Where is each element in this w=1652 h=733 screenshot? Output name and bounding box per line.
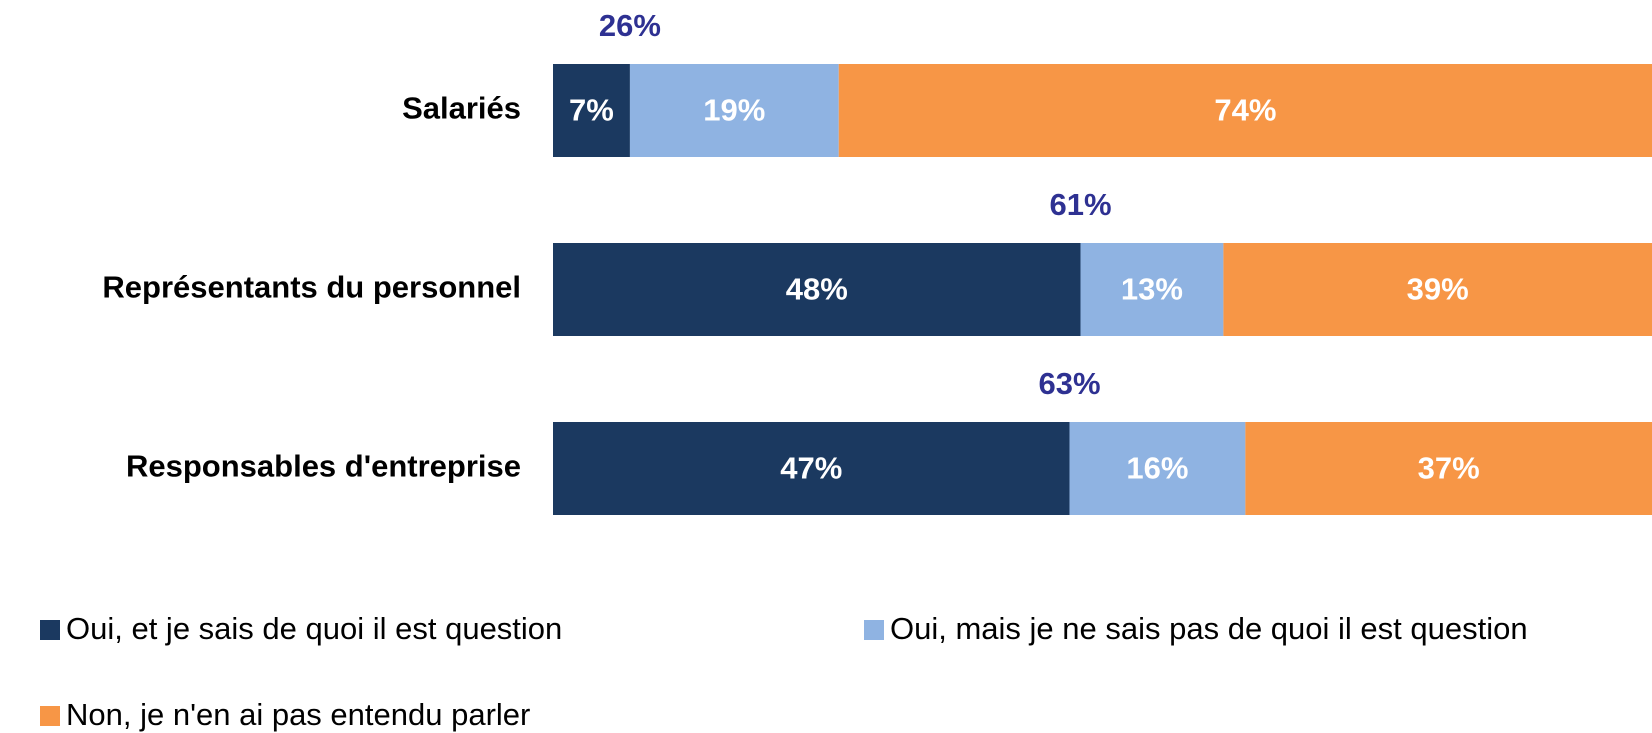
value-label: 19% — [703, 93, 765, 128]
value-label: 39% — [1407, 272, 1469, 307]
value-label: 37% — [1418, 451, 1480, 486]
bar-segment — [1080, 243, 1224, 336]
legend-swatch — [40, 706, 60, 726]
bar-segment — [553, 243, 1081, 336]
value-label: 16% — [1126, 451, 1188, 486]
total-label: 61% — [1049, 187, 1111, 222]
bar-segment — [1245, 422, 1652, 515]
bar-segment — [553, 64, 630, 157]
value-label: 74% — [1214, 93, 1276, 128]
legend-swatch — [864, 620, 884, 640]
bar-segment — [1069, 422, 1246, 515]
bar-segment — [553, 422, 1070, 515]
legend-label: Oui, mais je ne sais pas de quoi il est … — [890, 611, 1528, 646]
value-label: 7% — [569, 93, 614, 128]
legend-label: Non, je n'en ai pas entendu parler — [66, 697, 530, 732]
bar-segment — [629, 64, 839, 157]
legend-label: Oui, et je sais de quoi il est question — [66, 611, 562, 646]
bar-segment — [838, 64, 1652, 157]
total-label: 63% — [1039, 366, 1101, 401]
value-label: 48% — [786, 272, 848, 307]
value-label: 47% — [780, 451, 842, 486]
category-label: Responsables d'entreprise — [126, 449, 521, 484]
category-label: Représentants du personnel — [102, 270, 521, 305]
legend-swatch — [40, 620, 60, 640]
total-label: 26% — [599, 8, 661, 43]
bar-segment — [1223, 243, 1652, 336]
category-label: Salariés — [402, 91, 521, 126]
value-label: 13% — [1121, 272, 1183, 307]
